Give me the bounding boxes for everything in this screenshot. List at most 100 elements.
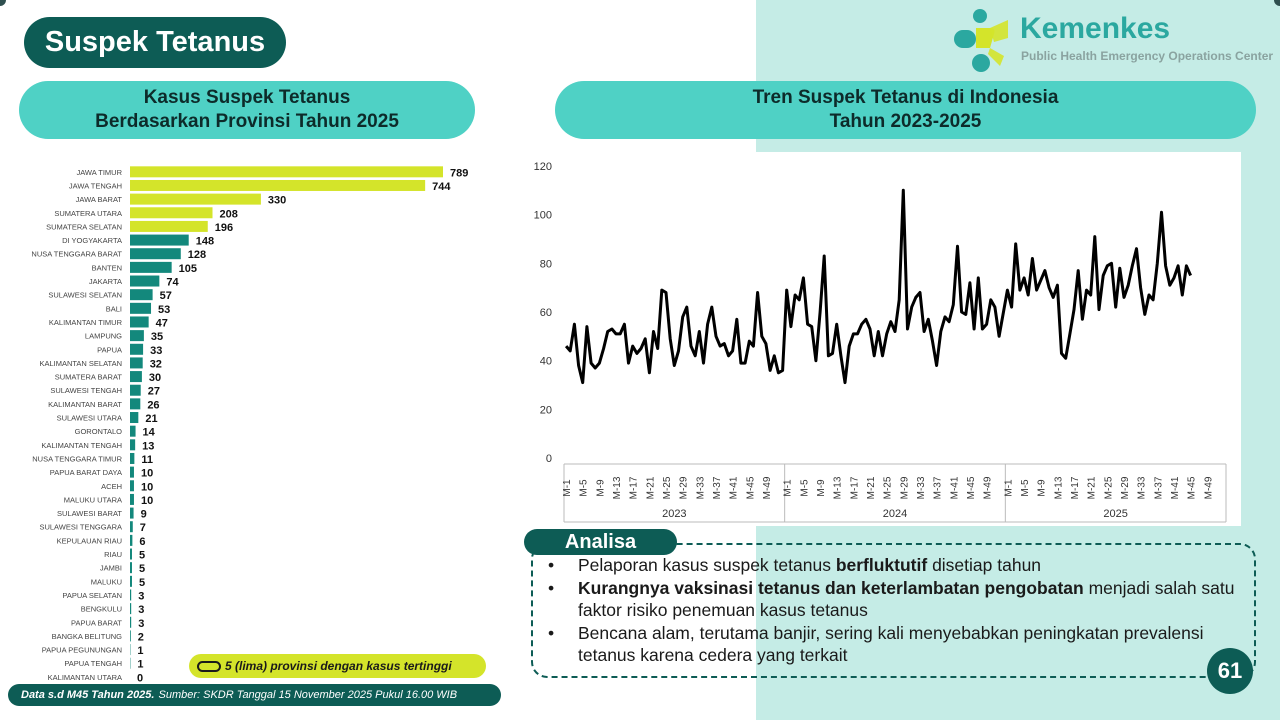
bar-category-label: RIAU [104, 550, 122, 559]
bar-bangka-belitung [130, 630, 131, 642]
x-tick-label: M-37 [1153, 476, 1164, 499]
bar-value-label: 26 [147, 399, 159, 411]
bar-value-label: 105 [179, 263, 197, 275]
y-tick-label: 120 [534, 161, 552, 173]
bar-value-label: 0 [137, 672, 143, 684]
bar-jakarta [130, 275, 160, 287]
bar-kalimantan-tengah [130, 439, 136, 451]
x-tick-label: M-45 [1187, 476, 1198, 499]
bar-chart-title-line2: Berdasarkan Provinsi Tahun 2025 [95, 111, 399, 132]
bar-value-label: 32 [150, 358, 162, 370]
x-tick-label: M-5 [799, 479, 810, 497]
x-tick-label: M-5 [579, 479, 590, 497]
analisa-item: • Kurangnya vaksinasi tetanus dan keterla… [548, 577, 1248, 621]
bar-category-label: MALUKU [91, 577, 122, 586]
x-tick-label: M-13 [612, 476, 623, 499]
bar-jambi [130, 562, 132, 574]
x-tick-label: M-17 [629, 476, 640, 499]
bar-category-label: KEPULAUAN RIAU [57, 536, 122, 545]
bar-category-label: SUMATERA SELATAN [46, 222, 122, 231]
bar-category-label: JAWA TIMUR [76, 168, 122, 177]
bar-value-label: 1 [137, 645, 143, 657]
bar-value-label: 148 [196, 236, 214, 248]
bar-chart-title: Kasus Suspek Tetanus Berdasarkan Provins… [19, 81, 475, 139]
bullet-icon: • [548, 555, 555, 575]
bar-sulawesi-barat [130, 507, 134, 519]
bar-gorontalo [130, 425, 136, 437]
analisa-item-bold: berfluktutif [835, 555, 928, 575]
bar-value-label: 2 [138, 631, 144, 643]
analisa-item: • Pelaporan kasus suspek tetanus berflukt… [548, 554, 1248, 576]
bar-value-label: 57 [160, 290, 172, 302]
y-tick-label: 0 [546, 453, 552, 465]
bar-kalimantan-barat [130, 398, 141, 410]
line-chart-title-line2: Tahun 2023-2025 [829, 111, 982, 132]
x-tick-label: M-37 [933, 476, 944, 499]
bar-value-label: 3 [138, 590, 144, 602]
x-tick-label: M-21 [866, 476, 877, 499]
bar-value-label: 3 [138, 604, 144, 616]
bar-sumatera-barat [130, 371, 142, 383]
y-tick-label: 80 [540, 258, 552, 270]
bar-category-label: KALIMANTAN TIMUR [49, 318, 123, 327]
bar-di-yogyakarta [130, 234, 189, 246]
bar-aceh [130, 480, 134, 492]
bar-jawa-timur [130, 166, 443, 178]
x-tick-label: M-25 [1103, 476, 1114, 499]
footer-bold-text: Data s.d M45 Tahun 2025. [21, 689, 155, 701]
analisa-item: • Bencana alam, terutama banjir, sering k… [548, 622, 1248, 666]
bar-riau [130, 548, 132, 560]
bar-category-label: SULAWESI BARAT [57, 509, 122, 518]
bar-value-label: 10 [141, 481, 153, 493]
page-number: 61 [1207, 648, 1253, 694]
bar-value-label: 10 [141, 468, 153, 480]
bar-value-label: 21 [145, 413, 157, 425]
x-tick-label: M-45 [745, 476, 756, 499]
line-chart-title: Tren Suspek Tetanus di Indonesia Tahun 2… [555, 81, 1256, 139]
x-tick-label: M-13 [833, 476, 844, 499]
bar-category-label: SULAWESI TENGAH [50, 386, 122, 395]
trend-line-chart: 0 20 40 60 80 100 120 M-1 M-5 M-9 M-13 M-17 M-21 M-25… [534, 161, 1227, 523]
trend-line [564, 188, 1192, 385]
bar-sumatera-utara [130, 207, 213, 219]
bar-category-label: NUSA TENGGARA BARAT [31, 250, 122, 259]
bar-bengkulu [130, 603, 132, 615]
bar-value-label: 208 [220, 208, 238, 220]
x-tick-label: M-25 [662, 476, 673, 499]
bar-kalimantan-selatan [130, 357, 143, 369]
bar-maluku [130, 575, 132, 587]
bar-value-label: 5 [139, 577, 145, 589]
legend-swatch-icon [197, 660, 221, 672]
analisa-item-text: Bencana alam, terutama banjir, sering ka… [578, 623, 1204, 665]
bar-value-label: 27 [148, 386, 160, 398]
bar-sulawesi-tenggara [130, 521, 133, 533]
year-label: 2025 [1103, 508, 1127, 520]
bar-papua-barat [130, 616, 132, 628]
bar-category-label: PAPUA [97, 345, 122, 354]
legend-pill: 5 (lima) provinsi dengan kasus tertinggi [189, 654, 486, 678]
bar-bali [130, 302, 152, 314]
logo-subtitle: Public Health Emergency Operations Cente… [1021, 49, 1274, 63]
bar-jawa-barat [130, 193, 261, 205]
bar-value-label: 13 [142, 440, 154, 452]
bar-category-label: JAWA BARAT [76, 195, 123, 204]
bar-kalimantan-timur [130, 316, 149, 328]
bar-category-label: NUSA TENGGARA TIMUR [32, 454, 122, 463]
bar-sumatera-selatan [130, 220, 208, 232]
footer-text: Sumber: SKDR Tanggal 15 November 2025 Pu… [158, 689, 458, 701]
bar-category-label: KALIMANTAN TENGAH [41, 441, 122, 450]
y-tick-label: 40 [540, 356, 552, 368]
x-tick-label: M-17 [849, 476, 860, 499]
x-tick-label: M-33 [916, 476, 927, 499]
corner-dot-left [0, 0, 6, 6]
bar-category-label: KALIMANTAN BARAT [48, 400, 122, 409]
bar-nusa-tenggara-timur [130, 452, 135, 464]
x-tick-label: M-17 [1070, 476, 1081, 499]
bar-value-label: 35 [151, 331, 163, 343]
bar-category-label: PAPUA BARAT DAYA [50, 468, 122, 477]
x-tick-label: M-33 [695, 476, 706, 499]
x-tick-label: M-41 [949, 476, 960, 499]
bar-category-label: PAPUA BARAT [71, 618, 122, 627]
bar-jawa-tengah [130, 179, 426, 191]
